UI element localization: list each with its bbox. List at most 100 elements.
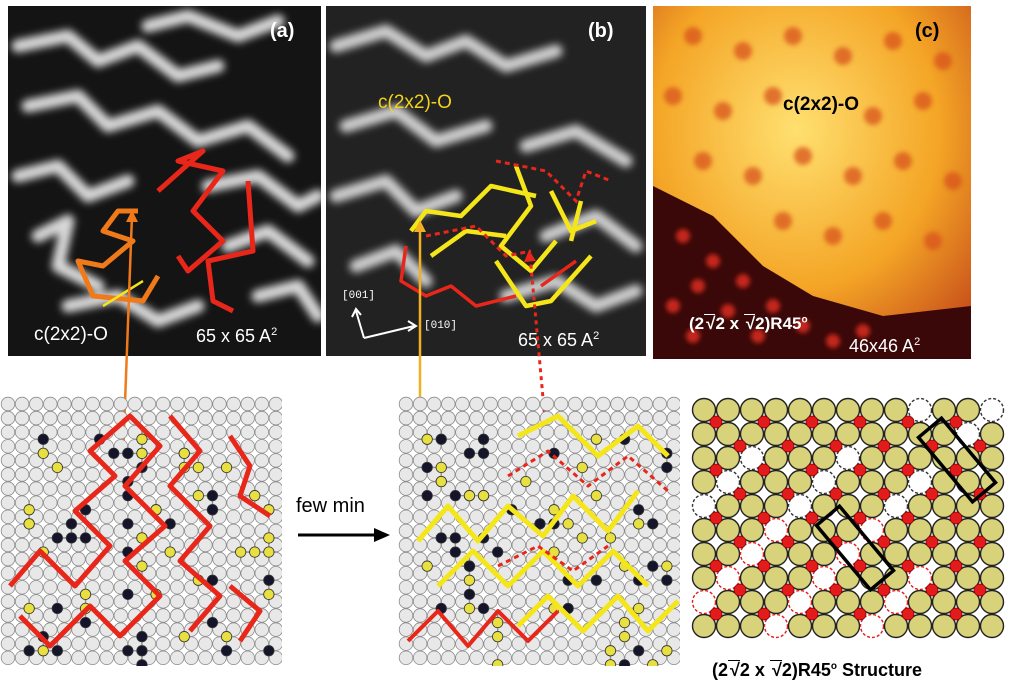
missing-row-site (787, 493, 813, 519)
adsorbate-oxygen (661, 645, 673, 657)
substrate-atom (141, 396, 157, 412)
substrate-atom (610, 580, 625, 595)
panel-c-structure-mid: 2 x (715, 314, 744, 333)
substrate-atom (254, 467, 269, 482)
metal-atom (787, 469, 813, 495)
substrate-atom (0, 650, 16, 665)
oxygen-atom (949, 559, 963, 573)
red-chain (228, 584, 263, 643)
adsorbate-dark (206, 616, 219, 629)
adsorbate-oxygen (37, 645, 49, 657)
adsorbate-dark (122, 645, 134, 657)
adsorbate-oxygen (136, 447, 148, 459)
adsorbate-dark (136, 645, 148, 657)
missing-row-site (715, 565, 741, 591)
substrate-atom (14, 537, 30, 553)
substrate-atom (212, 410, 227, 426)
oxygen-atom (757, 415, 771, 429)
oxygen-atom (733, 535, 747, 549)
metal-atom (691, 445, 717, 471)
metal-atom (811, 445, 837, 471)
substrate-atom (483, 580, 498, 595)
unit-cell-outline (814, 503, 896, 593)
substrate-atom (553, 467, 569, 482)
metal-atom (979, 421, 1005, 447)
adsorbate-oxygen (576, 461, 588, 474)
substrate-atom (212, 396, 227, 412)
substrate-atom (0, 594, 16, 609)
yellow-chain (516, 413, 670, 459)
substrate-atom (412, 410, 428, 426)
substrate-atom (254, 453, 269, 468)
substrate-atom (638, 453, 653, 468)
substrate-atom (666, 495, 680, 510)
substrate-atom (29, 396, 44, 412)
oxygen-atom (901, 511, 915, 525)
substrate-atom (57, 481, 72, 496)
caption-post: 2)R45 (781, 660, 831, 680)
red-chain (406, 609, 560, 648)
substrate-atom (427, 622, 442, 637)
substrate-atom (511, 410, 527, 426)
substrate-atom (412, 636, 428, 651)
metal-atom (931, 613, 957, 639)
substrate-atom (398, 650, 414, 665)
substrate-atom (0, 467, 16, 482)
substrate-atom (71, 650, 86, 665)
panel-c-structure-deg: o (801, 314, 808, 326)
substrate-atom (99, 565, 114, 581)
adsorbate-dark (51, 645, 63, 657)
substrate-atom (455, 425, 470, 440)
adsorbate-dark (79, 532, 92, 544)
substrate-atom (398, 622, 414, 637)
metal-atom (907, 613, 933, 639)
substrate-atom (398, 439, 414, 454)
metal-atom (691, 565, 717, 591)
substrate-atom (483, 410, 498, 426)
oxygen-atom (733, 487, 747, 501)
adsorbate-oxygen (220, 631, 233, 643)
substrate-atom (14, 396, 30, 412)
substrate-atom (240, 580, 255, 595)
substrate-atom (169, 565, 185, 581)
substrate-atom (610, 396, 625, 412)
substrate-atom (638, 396, 653, 412)
panel-b-stm-image: (b) c(2x2)-O [001] [010] 65 x 65 A2 (326, 6, 646, 356)
metal-atom (811, 541, 837, 567)
substrate-atom (638, 439, 653, 454)
adsorbate-dark (108, 447, 120, 459)
substrate-atom (71, 410, 86, 426)
lattice-model-left (0, 396, 282, 666)
substrate-atom (14, 622, 30, 637)
adsorbate-dark (65, 518, 78, 530)
substrate-atom (240, 650, 255, 665)
metal-atom (715, 421, 741, 447)
substrate-atom (666, 410, 680, 426)
adsorbate-oxygen (618, 631, 631, 643)
metal-atom (811, 397, 837, 423)
substrate-atom (155, 608, 171, 623)
adsorbate-dark (463, 588, 476, 600)
substrate-atom (57, 425, 72, 440)
substrate-atom (57, 495, 72, 510)
substrate-atom (57, 410, 72, 426)
substrate-atom (652, 396, 667, 412)
oxygen-atom (757, 607, 771, 621)
oxygen-atom (973, 583, 987, 597)
substrate-atom (43, 509, 58, 525)
adsorbate-oxygen (604, 659, 617, 666)
metal-atom (739, 589, 765, 615)
panel-c-structure-label: (2 √2 x √2)R45o (689, 314, 808, 334)
metal-atom (931, 517, 957, 543)
substrate-atom (113, 608, 129, 623)
missing-row-site (763, 517, 789, 543)
substrate-atom (155, 410, 171, 426)
substrate-atom (71, 439, 86, 454)
adsorbate-dark (647, 560, 659, 572)
substrate-atom (268, 608, 282, 623)
substrate-atom (155, 650, 171, 665)
adsorbate-dark (477, 433, 490, 445)
substrate-atom (638, 537, 653, 553)
adsorbate-dark (79, 616, 92, 629)
metal-atom (715, 445, 741, 471)
